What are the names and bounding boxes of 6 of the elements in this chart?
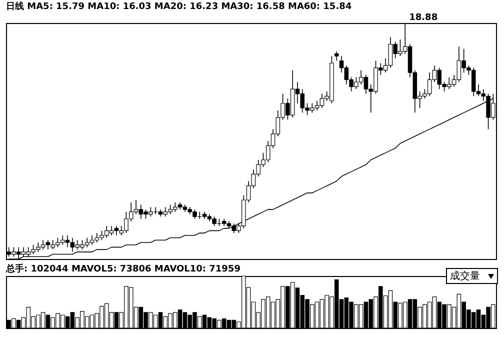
candlestick <box>334 50 339 62</box>
annotation: 18.88 <box>409 13 438 23</box>
chart-title: 总手: 102044 MAVOL5: 73806 MAVOL10: 71959 <box>5 264 240 275</box>
chart-title: 日线 MA5: 15.79 MA10: 16.03 MA20: 16.23 MA30: 16.58 MA60: 15.84 <box>6 1 352 12</box>
annotation: 成交量 <box>450 270 480 283</box>
dropdown: 成交量 <box>446 268 498 284</box>
